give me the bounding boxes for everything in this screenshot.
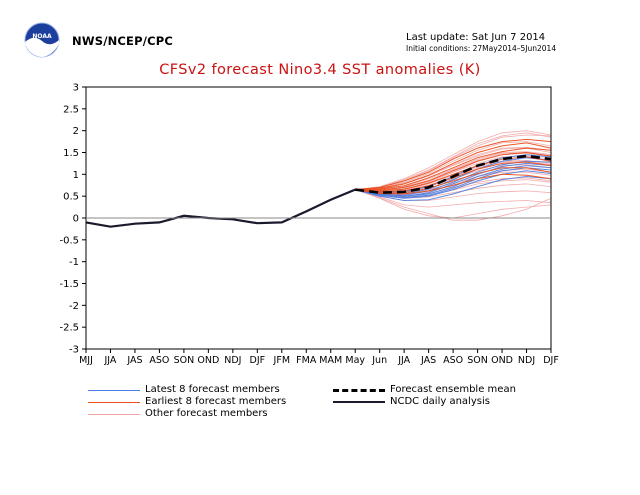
y-tick-label: 0.5 xyxy=(63,192,79,203)
analysis-line xyxy=(85,188,356,228)
latest-member-line xyxy=(355,170,552,199)
legend-swatch-other xyxy=(88,414,140,415)
noaa-logo: NOAA xyxy=(24,22,60,58)
legend-label-earliest: Earliest 8 forecast members xyxy=(145,396,287,407)
y-tick-label: -0.5 xyxy=(59,235,79,246)
legend-label-latest: Latest 8 forecast members xyxy=(145,384,280,395)
legend-label-other: Other forecast members xyxy=(145,408,268,419)
x-tick-label: Jun xyxy=(371,355,387,366)
other-member-line xyxy=(355,189,552,208)
chart-title: CFSv2 forecast Nino3.4 SST anomalies (K) xyxy=(159,62,481,78)
latest-member-line xyxy=(355,167,552,199)
x-tick-label: OND xyxy=(197,355,219,366)
y-tick-label: 1.5 xyxy=(63,148,79,159)
x-tick-label: JJA xyxy=(104,355,117,366)
x-tick-label: SON xyxy=(174,355,195,366)
ensemble-mean-line xyxy=(355,154,552,195)
x-tick-label: ASO xyxy=(443,355,463,366)
y-tick-label: -2.5 xyxy=(59,323,79,334)
latest-member-line xyxy=(355,165,552,197)
x-tick-label: JAS xyxy=(420,355,436,366)
y-tick-label: -1 xyxy=(69,257,79,268)
earliest-member-line xyxy=(355,138,552,191)
earliest-member-line xyxy=(355,142,552,191)
legend-label-analysis: NCDC daily analysis xyxy=(390,396,490,407)
legend-swatch-analysis xyxy=(333,401,385,403)
x-tick-label: DJF xyxy=(250,355,266,366)
x-tick-label: ASO xyxy=(149,355,169,366)
other-member-line xyxy=(355,130,552,190)
legend-swatch-earliest xyxy=(88,402,140,403)
y-tick-label: -3 xyxy=(69,345,79,356)
x-tick-label: NDJ xyxy=(224,355,241,366)
x-tick-label: SON xyxy=(467,355,488,366)
last-update: Last update: Sat Jun 7 2014 xyxy=(406,32,546,43)
y-tick-label: 3 xyxy=(73,83,79,94)
y-tick-label: 2 xyxy=(73,126,79,137)
y-tick-label: -2 xyxy=(69,301,79,312)
agency-label: NWS/NCEP/CPC xyxy=(72,34,174,48)
legend-swatch-mean xyxy=(333,389,385,392)
legend-label-mean: Forecast ensemble mean xyxy=(390,384,516,395)
y-tick-label: 1 xyxy=(73,170,79,181)
legend-swatch-latest xyxy=(88,390,140,391)
svg-text:NOAA: NOAA xyxy=(32,33,52,40)
x-tick-label: OND xyxy=(491,355,513,366)
main-series-layer xyxy=(85,154,552,228)
y-tick-label: 0 xyxy=(73,214,79,225)
x-tick-label: JAS xyxy=(126,355,142,366)
earliest-member-line xyxy=(355,151,552,191)
y-tick-label: 2.5 xyxy=(63,104,79,115)
x-tick-label: JJA xyxy=(397,355,410,366)
x-axis: MJJ JJA JAS ASO SON OND NDJ DJF JFM FMA MAM May Jun J… xyxy=(79,349,559,366)
latest-member-line xyxy=(355,175,552,202)
x-tick-label: DJF xyxy=(543,355,559,366)
x-tick-label: MAM xyxy=(319,355,342,366)
x-tick-label: NDJ xyxy=(518,355,535,366)
initial-conditions: Initial conditions: 27May2014–5Jun2014 xyxy=(406,44,557,53)
earliest-member-line xyxy=(355,147,552,191)
y-tick-label: -1.5 xyxy=(59,279,79,290)
x-tick-label: FMA xyxy=(296,355,317,366)
other-member-line xyxy=(355,146,552,190)
y-axis: -3 -2.5 -2 -1.5 -1 -0.5 0 0.5 1 1.5 2 2.5 3 xyxy=(59,83,551,356)
x-tick-label: MJJ xyxy=(79,355,93,366)
x-tick-label: May xyxy=(345,355,365,366)
x-tick-label: JFM xyxy=(273,355,290,366)
other-member-line xyxy=(355,189,552,221)
